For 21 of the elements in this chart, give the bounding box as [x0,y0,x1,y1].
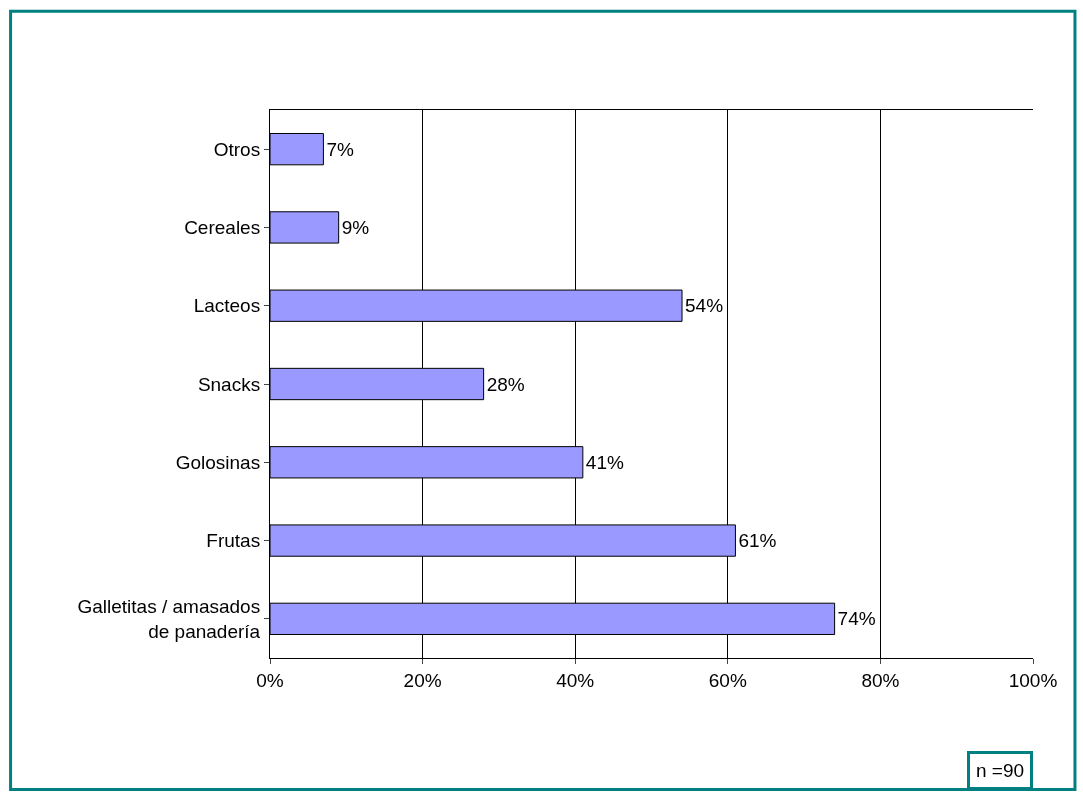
x-tick-label: 60% [708,669,747,691]
y-tick-label: Golosinas [175,451,261,473]
data-label: 7% [326,138,354,160]
x-tick-label: 40% [556,669,595,691]
y-tick-label: Otros [213,138,261,160]
data-label: 9% [341,216,370,238]
y-tick-label: Snacks [197,373,261,395]
x-tick-label: 20% [403,669,442,691]
x-tick-label: 100% [1008,669,1058,691]
y-tick-label: Galletitas / amasados de panadería [77,596,261,642]
data-label: 41% [585,451,624,473]
y-tick-label: Frutas [206,530,261,552]
text: n =90 [976,760,1025,781]
y-tick-label: Cereales [184,217,261,239]
data-label: 54% [685,295,724,317]
data-label: 28% [486,373,525,395]
data-label: 74% [837,608,876,630]
x-tick-label: 80% [861,669,900,691]
data-label: 61% [738,530,777,552]
x-tick-label: 0% [256,669,284,691]
y-tick-label: Lacteos [193,295,261,317]
